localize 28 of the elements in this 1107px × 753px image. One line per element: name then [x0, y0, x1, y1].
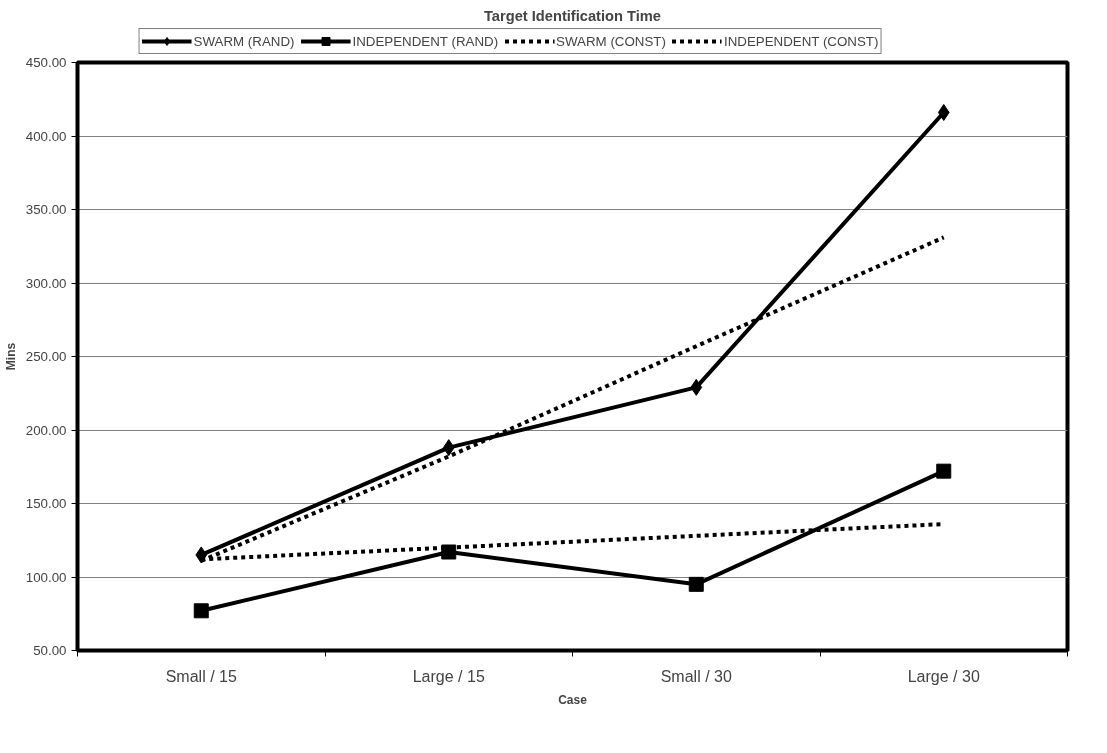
- y-tick-label: 100.00: [25, 569, 67, 585]
- y-tick-label: 350.00: [25, 202, 67, 217]
- y-tick-label: 250.00: [25, 349, 67, 364]
- point: [936, 463, 952, 479]
- y-tick-label: 50.00: [33, 643, 67, 658]
- legend-label: INDEPENDENT (RAND): [352, 33, 499, 49]
- point: [688, 576, 704, 592]
- y-tick-label: 300.00: [25, 275, 67, 291]
- point: [441, 544, 457, 560]
- y-tick-label: 450.00: [25, 55, 67, 70]
- y-tick-label: 200.00: [25, 422, 67, 438]
- point: [690, 378, 703, 396]
- x-axis-title: Case: [558, 692, 588, 707]
- legend-label: SWARM (CONST): [556, 33, 666, 49]
- chart-title: Target Identification Time: [484, 7, 661, 24]
- point: [195, 546, 208, 564]
- y-tick-label: 150.00: [25, 496, 67, 511]
- point: [442, 439, 455, 457]
- y-tick-label: 400.00: [25, 128, 67, 144]
- y-axis-title: Mins: [3, 342, 18, 371]
- x-tick-label: Small / 15: [165, 667, 237, 685]
- legend-label: INDEPENDENT (CONST): [723, 33, 879, 49]
- legend-label: SWARM (RAND): [193, 33, 295, 49]
- x-tick-label: Large / 15: [412, 667, 485, 685]
- x-tick-label: Small / 30: [660, 667, 732, 685]
- point: [937, 103, 950, 121]
- x-tick-label: Large / 30: [907, 667, 980, 685]
- point: [193, 603, 209, 619]
